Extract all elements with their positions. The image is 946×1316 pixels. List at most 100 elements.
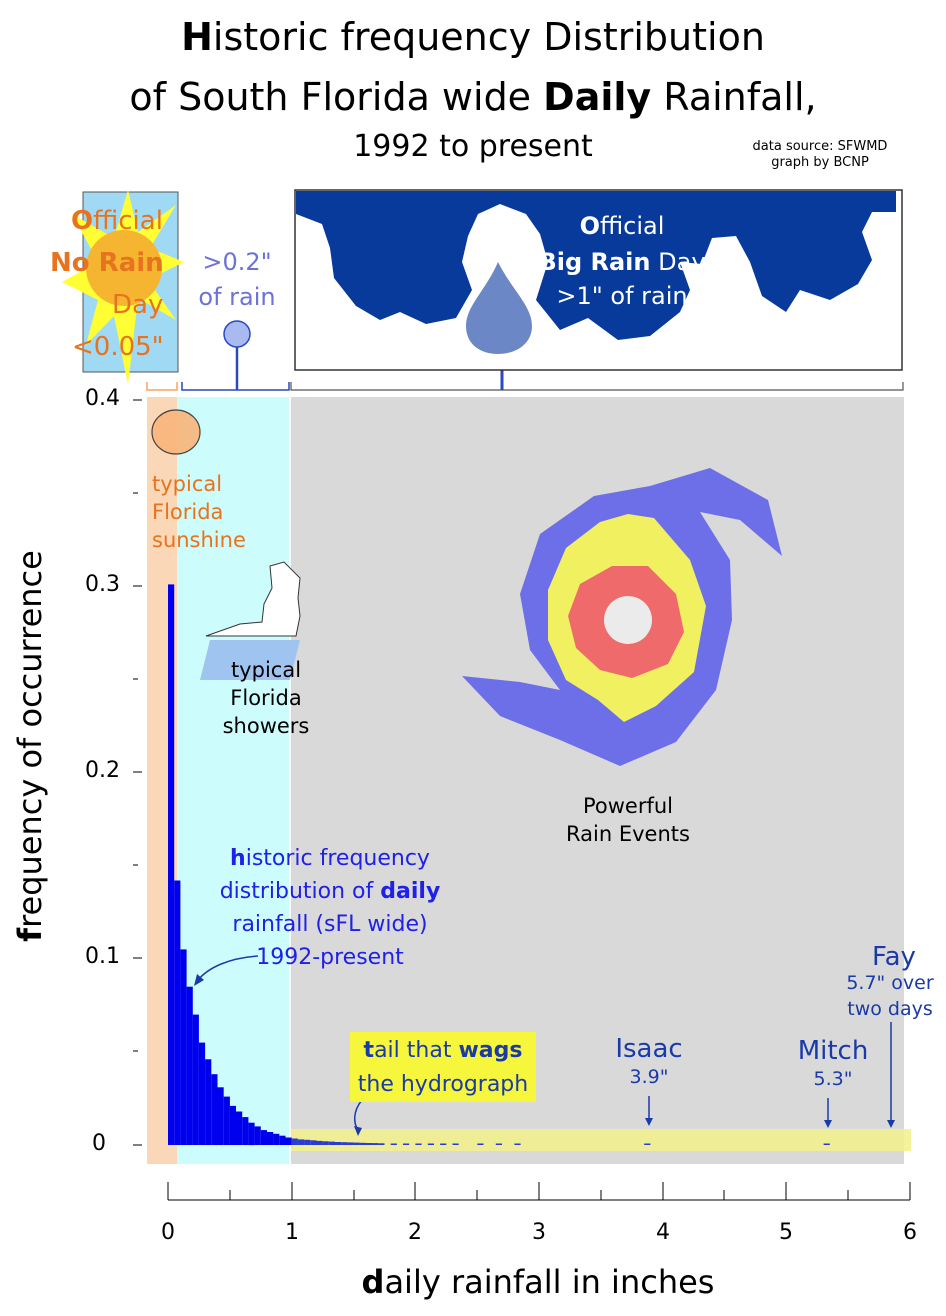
no-rain-label-3: Day xyxy=(112,290,164,320)
histogram-bar xyxy=(415,1143,422,1145)
histogram-bar xyxy=(229,1105,236,1145)
histogram-bar xyxy=(347,1142,354,1145)
tail-arrow xyxy=(354,1099,363,1131)
histogram-bar xyxy=(328,1141,335,1145)
x-tick-label: 4 xyxy=(656,1220,670,1245)
x-tick-label: 1 xyxy=(285,1220,299,1245)
histogram-bar xyxy=(341,1142,348,1145)
histogram-bar xyxy=(168,584,175,1145)
storm-detail-mitch: 5.3" xyxy=(813,1068,853,1090)
no-rain-label-2: No Rain xyxy=(50,248,164,278)
y-tick-label: 0.3 xyxy=(85,572,120,597)
powerful-label: Powerful Rain Events xyxy=(566,794,690,846)
histogram-bar xyxy=(365,1143,373,1145)
histogram-bar xyxy=(304,1139,311,1145)
histogram-bar xyxy=(427,1143,434,1145)
histogram-bar xyxy=(211,1074,218,1145)
no-rain-label-1: Official xyxy=(71,206,163,236)
histogram-bar xyxy=(495,1143,502,1145)
histogram-bar xyxy=(279,1135,286,1145)
histogram-bars xyxy=(168,584,830,1146)
annotation-arrow xyxy=(197,955,259,981)
tail-callout xyxy=(350,1032,536,1102)
big-rain-bracket xyxy=(290,382,904,391)
histogram-bar xyxy=(477,1143,484,1145)
x-tick-label: 5 xyxy=(779,1220,793,1245)
storm-detail-fay: 5.7" over xyxy=(846,972,934,994)
histogram-bar xyxy=(291,1138,298,1145)
histogram-bar xyxy=(403,1143,410,1145)
chart-title-line1: Historic frequency Distribution xyxy=(181,15,765,59)
y-tick-label: 0 xyxy=(92,1131,106,1156)
histogram-bar xyxy=(359,1142,366,1145)
histogram-bar xyxy=(390,1143,397,1145)
histogram-bar xyxy=(192,1014,199,1145)
histogram-bar xyxy=(316,1140,323,1145)
histogram-bar xyxy=(254,1126,261,1145)
x-axis xyxy=(167,1182,911,1201)
rain-drop-icon xyxy=(466,262,532,354)
chart-title-line3: 1992 to present xyxy=(353,129,593,164)
histogram-bar xyxy=(174,880,181,1145)
big-rain-label-3: >1" of rain xyxy=(556,282,688,310)
storm-name-isaac: Isaac xyxy=(615,1034,683,1064)
histogram-bar xyxy=(217,1087,224,1145)
sunshine-label: typical Florida sunshine xyxy=(152,472,246,552)
histogram-bar xyxy=(310,1140,317,1145)
histogram-bar xyxy=(180,949,187,1145)
x-axis-label: daily rainfall in inches xyxy=(361,1263,715,1301)
y-tick-label: 0.1 xyxy=(85,944,120,969)
histogram-bar xyxy=(514,1143,521,1145)
storm-name-mitch: Mitch xyxy=(797,1036,869,1066)
light-rain-label-2: of rain xyxy=(198,283,276,311)
sun-core xyxy=(86,230,162,306)
histogram-bar xyxy=(644,1143,651,1145)
no-rain-bracket xyxy=(146,382,178,391)
big-rain-label-2: Big Rain Day xyxy=(538,248,706,276)
histogram-bar xyxy=(372,1143,379,1145)
histogram-bar xyxy=(335,1142,342,1145)
showers-label: typical Florida showers xyxy=(222,658,310,738)
zone-divider xyxy=(289,397,291,1164)
y-tick-label: 0.2 xyxy=(85,758,120,783)
histogram-bar xyxy=(198,1042,206,1145)
tail-highlight xyxy=(291,1129,911,1151)
hurricane-icon xyxy=(462,468,782,766)
histogram-bar xyxy=(440,1143,447,1145)
raindrop-icon xyxy=(223,320,251,348)
chart-title-line2: of South Florida wide Daily Rainfall, xyxy=(129,75,817,119)
histogram-annotation: historic frequency distribution of daily… xyxy=(219,846,441,970)
no-rain-label-4: <0.05" xyxy=(72,332,164,362)
storm-detail2-fay: two days xyxy=(847,998,933,1020)
histogram-bar xyxy=(452,1143,459,1145)
x-tick-label: 6 xyxy=(903,1220,917,1245)
histogram-bar xyxy=(267,1132,274,1145)
histogram-bar xyxy=(378,1143,385,1145)
x-tick-label: 0 xyxy=(161,1220,175,1245)
histogram-bar xyxy=(297,1139,305,1145)
y-axis-label: frequency of occurrence xyxy=(11,550,49,942)
histogram-bar xyxy=(236,1111,243,1145)
storm-name-fay: Fay xyxy=(872,942,916,972)
histogram-bar xyxy=(223,1096,230,1145)
tail-label-2: the hydrograph xyxy=(357,1072,529,1097)
storm-detail-isaac: 3.9" xyxy=(629,1066,669,1088)
histogram-bar xyxy=(186,986,193,1145)
histogram-bar xyxy=(260,1130,267,1145)
y-axis-ticks xyxy=(133,399,142,1146)
shower-cloud-icon xyxy=(200,561,301,680)
storm-arrows xyxy=(648,1022,892,1122)
histogram-bar xyxy=(242,1117,249,1145)
histogram-bar xyxy=(273,1133,280,1145)
histogram-bar xyxy=(205,1059,212,1145)
x-tick-label: 2 xyxy=(408,1220,422,1245)
sunshine-dot xyxy=(151,409,201,455)
histogram-bar xyxy=(353,1142,360,1145)
storm-cloud-icon xyxy=(296,191,896,340)
histogram-bar xyxy=(248,1122,255,1146)
showers-bracket xyxy=(181,382,290,391)
light-rain-label-1: >0.2" xyxy=(202,248,272,276)
y-tick-label: 0.4 xyxy=(85,386,120,411)
